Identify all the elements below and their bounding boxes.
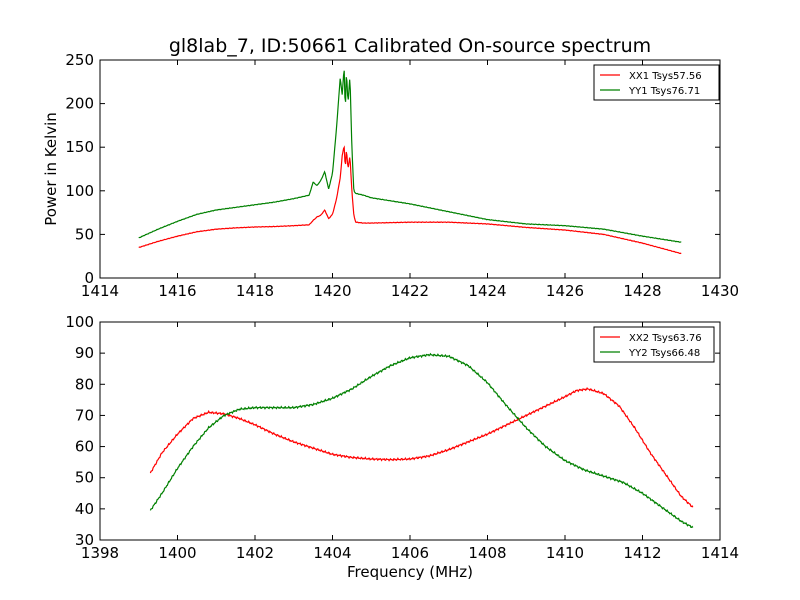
x-tick-label: 1410 <box>546 544 584 562</box>
y-tick-label: 30 <box>75 531 94 549</box>
y-tick-label: 90 <box>75 344 94 362</box>
x-axis-label: Frequency (MHz) <box>347 563 473 581</box>
x-tick-label: 1398 <box>81 544 119 562</box>
x-tick-label: 1422 <box>391 282 429 300</box>
series-line-2 <box>149 352 694 528</box>
figure-title: gl8lab_7, ID:50661 Calibrated On-source … <box>169 35 651 57</box>
x-tick-label: 1400 <box>158 544 196 562</box>
y-tick-label: 40 <box>75 500 94 518</box>
x-tick-label: 1404 <box>313 544 351 562</box>
y-tick-label: 60 <box>75 438 94 456</box>
y-tick-label: 200 <box>65 95 94 113</box>
x-tick-label: 1426 <box>546 282 584 300</box>
series-line-1 <box>138 145 682 255</box>
y-tick-label: 100 <box>65 182 94 200</box>
y-tick-label: 80 <box>75 375 94 393</box>
x-tick-label: 1416 <box>158 282 196 300</box>
y-tick-label: 0 <box>84 269 94 287</box>
legend-box <box>593 64 720 101</box>
x-tick-label: 1406 <box>391 544 429 562</box>
x-tick-label: 1412 <box>623 544 661 562</box>
x-tick-label: 1402 <box>236 544 274 562</box>
x-tick-label: 1414 <box>701 544 739 562</box>
x-tick-label: 1430 <box>701 282 739 300</box>
legend-box <box>593 326 715 363</box>
series-line-1 <box>149 387 694 508</box>
top-subplot: 1414 1416 1418 1420 1422 1424 1426 1428 1430 0 50 1… <box>42 51 739 300</box>
x-tick-label: 1420 <box>313 282 351 300</box>
y-axis-label: Power in Kelvin <box>42 112 60 226</box>
legend-label: XX2 Tsys63.76 <box>629 333 702 344</box>
x-tick-label: 1424 <box>468 282 506 300</box>
legend-label: XX1 Tsys57.56 <box>629 71 702 82</box>
y-tick-label: 100 <box>65 313 94 331</box>
legend-label: YY1 Tsys76.71 <box>628 86 700 97</box>
y-tick-label: 250 <box>65 51 94 69</box>
legend-label: YY2 Tsys66.48 <box>628 348 700 359</box>
x-tick-label: 1428 <box>623 282 661 300</box>
x-tick-label: 1418 <box>236 282 274 300</box>
series-line-2 <box>138 70 682 243</box>
y-tick-label: 70 <box>75 406 94 424</box>
y-tick-label: 150 <box>65 138 94 156</box>
y-tick-label: 50 <box>75 225 94 243</box>
x-tick-label: 1414 <box>81 282 119 300</box>
x-tick-label: 1408 <box>468 544 506 562</box>
y-tick-label: 50 <box>75 469 94 487</box>
bottom-subplot: 1398 1400 1402 1404 1406 1408 1410 1412 1414 30 40… <box>65 313 739 581</box>
